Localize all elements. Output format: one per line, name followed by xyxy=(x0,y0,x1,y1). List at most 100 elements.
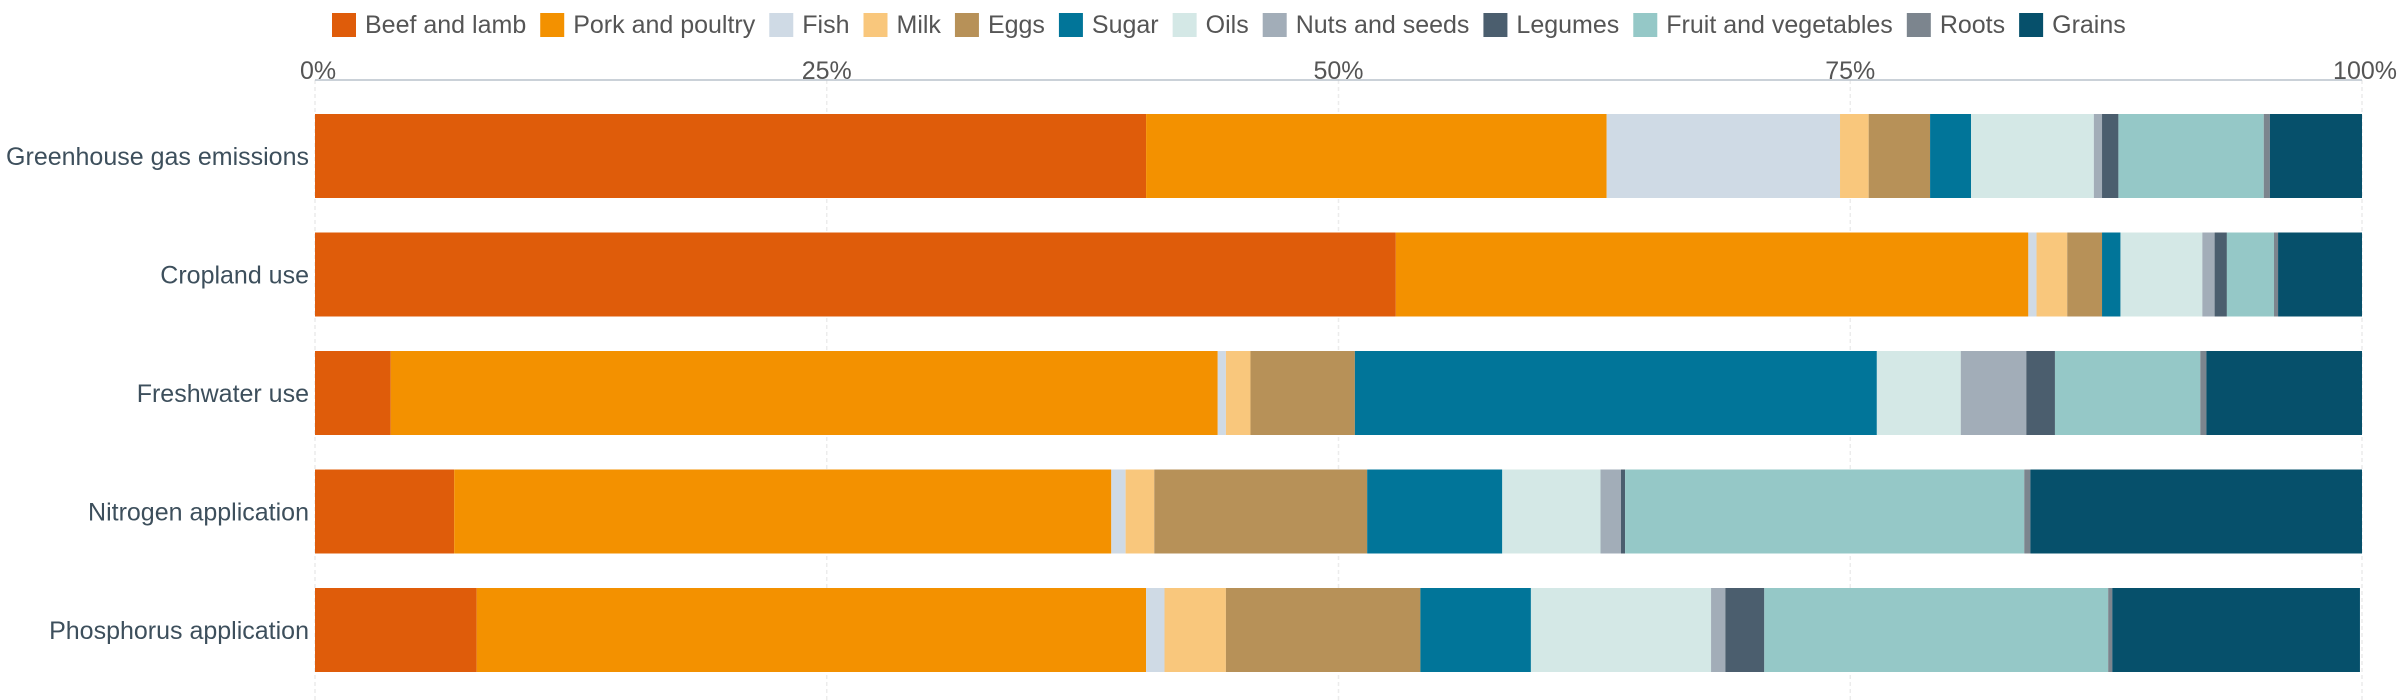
bar-segment xyxy=(1225,351,1251,435)
bar-segment xyxy=(2278,232,2362,317)
category-label: Cropland use xyxy=(160,262,309,290)
bar-segment xyxy=(1725,588,1765,672)
bar-segment xyxy=(2112,588,2360,672)
x-tick-label: 100% xyxy=(2333,57,2397,85)
bar-segment xyxy=(1225,588,1421,672)
bar-segment xyxy=(1868,114,1931,198)
bar-segment xyxy=(1146,588,1165,672)
legend-swatch xyxy=(1172,13,1197,37)
legend-item: Fruit and vegetables xyxy=(1633,11,1893,39)
bar-segment xyxy=(1164,588,1226,672)
bar-segment xyxy=(315,232,1396,317)
legend-item: Eggs xyxy=(954,11,1045,39)
legend-label: Sugar xyxy=(1092,11,1159,39)
bar-segment xyxy=(1354,351,1877,435)
bar-segment xyxy=(2214,232,2227,317)
bar-segment xyxy=(2273,232,2279,317)
legend-label: Milk xyxy=(897,11,942,39)
bar-segment xyxy=(2202,232,2215,317)
bar-row xyxy=(315,351,2362,435)
legend-item: Fish xyxy=(769,11,850,39)
legend-item: Roots xyxy=(1906,11,2005,39)
x-tick-label: 0% xyxy=(300,57,336,85)
bar-segment xyxy=(1154,469,1368,554)
bar-segment xyxy=(2036,232,2068,317)
bar-segment xyxy=(2206,351,2362,435)
bar-segment xyxy=(2067,232,2103,317)
legend-label: Fruit and vegetables xyxy=(1666,11,1893,39)
legend-swatch xyxy=(769,13,794,37)
bar-segment xyxy=(1125,469,1155,554)
x-tick-label: 75% xyxy=(1825,57,1875,85)
bars xyxy=(315,114,2362,672)
bar-segment xyxy=(1971,114,2094,198)
category-label: Nitrogen application xyxy=(88,499,309,527)
legend-label: Pork and poultry xyxy=(573,11,756,39)
legend-item: Legumes xyxy=(1483,11,1619,39)
legend-label: Beef and lamb xyxy=(365,11,526,39)
legend-swatch xyxy=(1906,13,1931,37)
bar-segment xyxy=(1764,588,2109,672)
legend-label: Legumes xyxy=(1516,11,1619,39)
legend-label: Fish xyxy=(802,11,849,39)
legend-item: Beef and lamb xyxy=(332,11,526,39)
bar-row xyxy=(315,588,2360,672)
legend: Beef and lamb Pork and poultry Fish Milk Egg… xyxy=(332,11,2126,39)
bar-segment xyxy=(1217,351,1226,435)
category-label: Greenhouse gas emissions xyxy=(6,143,309,171)
bar-segment xyxy=(2200,351,2207,435)
bar-segment xyxy=(1250,351,1355,435)
bar-segment xyxy=(1625,469,2025,554)
bar-segment xyxy=(2108,588,2113,672)
bar-segment xyxy=(315,114,1147,198)
bar-segment xyxy=(1530,588,1712,672)
legend-swatch xyxy=(1483,13,1508,37)
bar-segment xyxy=(315,351,391,435)
bar-segment xyxy=(2030,469,2362,554)
bar-segment xyxy=(2102,232,2121,317)
bar-segment xyxy=(454,469,1112,554)
bar-segment xyxy=(315,588,477,672)
bar-segment xyxy=(1840,114,1869,198)
bar-segment xyxy=(1502,469,1601,554)
legend-swatch xyxy=(332,13,356,37)
bar-segment xyxy=(1930,114,1972,198)
bar-segment xyxy=(1876,351,1961,435)
legend-swatch xyxy=(1262,13,1287,37)
legend-swatch xyxy=(863,13,888,37)
bar-segment xyxy=(476,588,1147,672)
x-tick-label: 50% xyxy=(1313,57,1363,85)
bar-segment xyxy=(2263,114,2270,198)
legend-label: Roots xyxy=(1940,11,2005,39)
bar-segment xyxy=(390,351,1218,435)
legend-item: Oils xyxy=(1172,11,1249,39)
legend-label: Oils xyxy=(1206,11,1249,39)
legend-item: Milk xyxy=(863,11,942,39)
bar-segment xyxy=(2120,232,2203,317)
bar-segment xyxy=(2054,351,2201,435)
bar-segment xyxy=(2093,114,2103,198)
legend-label: Eggs xyxy=(988,11,1045,39)
bar-row xyxy=(315,232,2362,317)
bar-segment xyxy=(1960,351,2027,435)
legend-item: Pork and poultry xyxy=(540,11,756,39)
bar-segment xyxy=(315,469,455,554)
bar-segment xyxy=(2118,114,2264,198)
legend-swatch xyxy=(540,13,565,37)
legend-swatch xyxy=(2019,13,2044,37)
bar-segment xyxy=(1620,469,1626,554)
bar-segment xyxy=(2024,469,2031,554)
bar-segment xyxy=(2226,232,2274,317)
bar-segment xyxy=(1606,114,1841,198)
legend-item: Grains xyxy=(2019,11,2126,39)
bar-segment xyxy=(2028,232,2037,317)
bar-segment xyxy=(1367,469,1503,554)
bar-segment xyxy=(2102,114,2119,198)
category-label: Phosphorus application xyxy=(49,617,309,645)
bar-segment xyxy=(1420,588,1531,672)
x-axis: 0% 25% 50% 75% 100% xyxy=(300,57,2397,85)
bar-segment xyxy=(1146,114,1607,198)
bar-row xyxy=(315,469,2362,554)
category-labels: Greenhouse gas emissions Cropland use Fres… xyxy=(6,143,309,645)
